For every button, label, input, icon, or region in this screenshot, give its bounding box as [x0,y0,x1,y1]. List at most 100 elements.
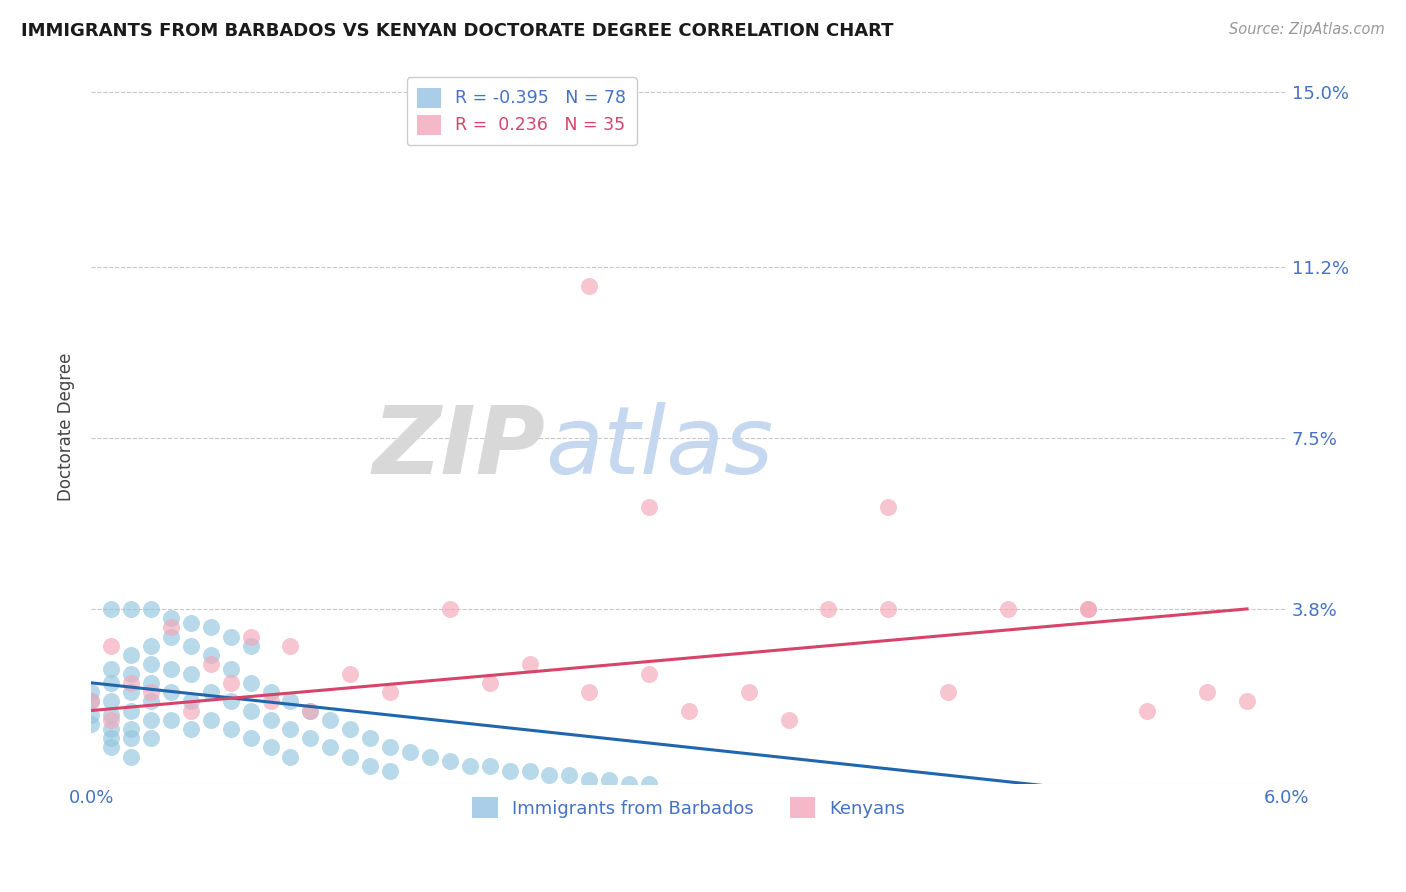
Point [1077,602,1099,616]
Point [319,713,342,727]
Point [160,630,183,644]
Point [139,602,162,616]
Point [100,639,122,653]
Text: atlas: atlas [546,402,773,493]
Point [219,675,242,690]
Point [200,620,222,634]
Point [120,722,142,736]
Point [180,722,202,736]
Point [359,731,381,746]
Point [299,704,322,718]
Text: Source: ZipAtlas.com: Source: ZipAtlas.com [1229,22,1385,37]
Y-axis label: Doctorate Degree: Doctorate Degree [58,352,75,500]
Point [997,602,1019,616]
Point [678,704,700,718]
Point [877,602,900,616]
Point [139,675,162,690]
Point [139,694,162,708]
Point [1197,685,1219,699]
Point [738,685,761,699]
Point [817,602,839,616]
Point [439,602,461,616]
Point [160,685,183,699]
Point [120,666,142,681]
Point [578,278,600,293]
Point [200,685,222,699]
Point [638,666,661,681]
Point [638,500,661,515]
Point [180,666,202,681]
Point [478,759,501,773]
Point [80,694,103,708]
Point [100,602,122,616]
Point [139,657,162,672]
Point [180,639,202,653]
Point [180,694,202,708]
Point [160,713,183,727]
Point [139,713,162,727]
Point [100,722,122,736]
Point [598,772,620,787]
Point [100,740,122,755]
Point [180,704,202,718]
Point [239,630,262,644]
Text: ZIP: ZIP [373,402,546,494]
Point [378,764,401,778]
Point [219,662,242,676]
Point [936,685,959,699]
Point [339,666,361,681]
Legend: Immigrants from Barbados, Kenyans: Immigrants from Barbados, Kenyans [465,790,912,825]
Point [120,675,142,690]
Point [239,704,262,718]
Point [498,764,520,778]
Point [280,722,302,736]
Point [120,704,142,718]
Point [139,639,162,653]
Point [439,755,461,769]
Point [259,713,281,727]
Text: IMMIGRANTS FROM BARBADOS VS KENYAN DOCTORATE DEGREE CORRELATION CHART: IMMIGRANTS FROM BARBADOS VS KENYAN DOCTO… [21,22,894,40]
Point [219,722,242,736]
Point [219,630,242,644]
Point [80,685,103,699]
Point [519,764,541,778]
Point [280,749,302,764]
Point [578,772,600,787]
Point [200,713,222,727]
Point [80,717,103,731]
Point [160,620,183,634]
Point [399,745,422,759]
Point [200,657,222,672]
Point [778,713,800,727]
Point [339,749,361,764]
Point [100,713,122,727]
Point [359,759,381,773]
Point [80,708,103,723]
Point [180,615,202,630]
Point [120,685,142,699]
Point [458,759,481,773]
Point [638,777,661,791]
Point [280,639,302,653]
Point [200,648,222,662]
Point [877,500,900,515]
Point [80,694,103,708]
Point [259,740,281,755]
Point [299,704,322,718]
Point [100,708,122,723]
Point [1136,704,1159,718]
Point [378,740,401,755]
Point [139,685,162,699]
Point [239,639,262,653]
Point [139,731,162,746]
Point [100,675,122,690]
Point [319,740,342,755]
Point [378,685,401,699]
Point [1077,602,1099,616]
Point [120,648,142,662]
Point [299,731,322,746]
Point [1236,694,1258,708]
Point [578,685,600,699]
Point [558,768,581,782]
Point [120,602,142,616]
